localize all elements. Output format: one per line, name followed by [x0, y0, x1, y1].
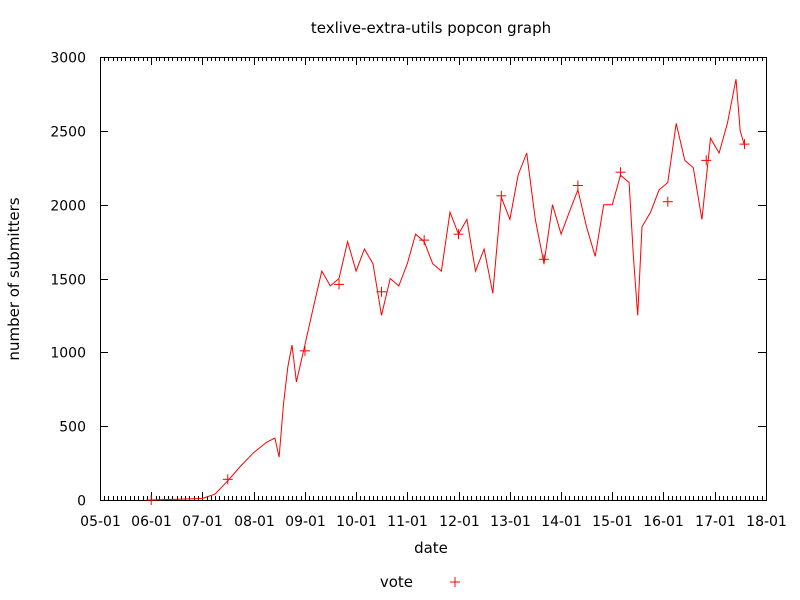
x-tick-label: 06-01	[131, 514, 172, 530]
series-line-vote	[151, 79, 745, 501]
x-tick-label: 11-01	[387, 514, 428, 530]
x-axis-label: date	[414, 539, 448, 557]
series-marker-vote	[376, 286, 387, 297]
legend-label-vote: vote	[380, 573, 413, 591]
series-marker-vote	[701, 155, 712, 166]
series-marker-vote	[538, 254, 549, 265]
x-tick-label: 13-01	[490, 514, 531, 530]
y-axis-ticks: 0 500 1000 1500 2000 2500 3000	[50, 51, 766, 510]
x-tick-label: 09-01	[285, 514, 326, 530]
x-tick-label: 17-01	[695, 514, 736, 530]
x-tick-label: 14-01	[541, 514, 582, 530]
series-marker-vote	[739, 139, 750, 150]
x-tick-label: 07-01	[182, 514, 223, 530]
y-axis-label: number of submitters	[5, 197, 23, 360]
y-tick-label: 0	[77, 494, 86, 510]
x-tick-label: 05-01	[80, 514, 121, 530]
y-tick-label: 1000	[50, 346, 86, 362]
legend-marker-vote	[450, 577, 460, 587]
x-tick-label: 18-01	[746, 514, 787, 530]
y-tick-label: 2500	[50, 125, 86, 141]
series-marker-vote	[662, 196, 673, 207]
series-layer	[146, 79, 750, 505]
series-marker-vote	[419, 235, 430, 246]
series-marker-vote	[334, 279, 345, 290]
x-tick-label: 10-01	[336, 514, 377, 530]
x-tick-label: 15-01	[592, 514, 633, 530]
legend: vote	[380, 573, 460, 591]
series-marker-vote	[222, 474, 233, 485]
y-tick-label: 2000	[50, 199, 86, 215]
x-tick-label: 16-01	[643, 514, 684, 530]
y-tick-label: 500	[59, 420, 86, 436]
series-marker-vote	[572, 180, 583, 191]
plot-frame	[100, 57, 767, 501]
x-tick-label: 12-01	[439, 514, 480, 530]
chart-title: texlive-extra-utils popcon graph	[311, 19, 551, 37]
series-marker-vote	[299, 345, 310, 356]
x-axis-ticks: 05-01 06-01 07-01 08-01 09-01 10-01 11-01 12-01…	[80, 57, 787, 530]
series-marker-vote	[496, 190, 507, 201]
y-tick-label: 3000	[50, 51, 86, 67]
series-marker-vote	[615, 167, 626, 178]
series-marker-vote	[453, 229, 464, 240]
series-marker-vote	[146, 495, 157, 505]
x-tick-label: 08-01	[234, 514, 275, 530]
y-tick-label: 1500	[50, 273, 86, 289]
